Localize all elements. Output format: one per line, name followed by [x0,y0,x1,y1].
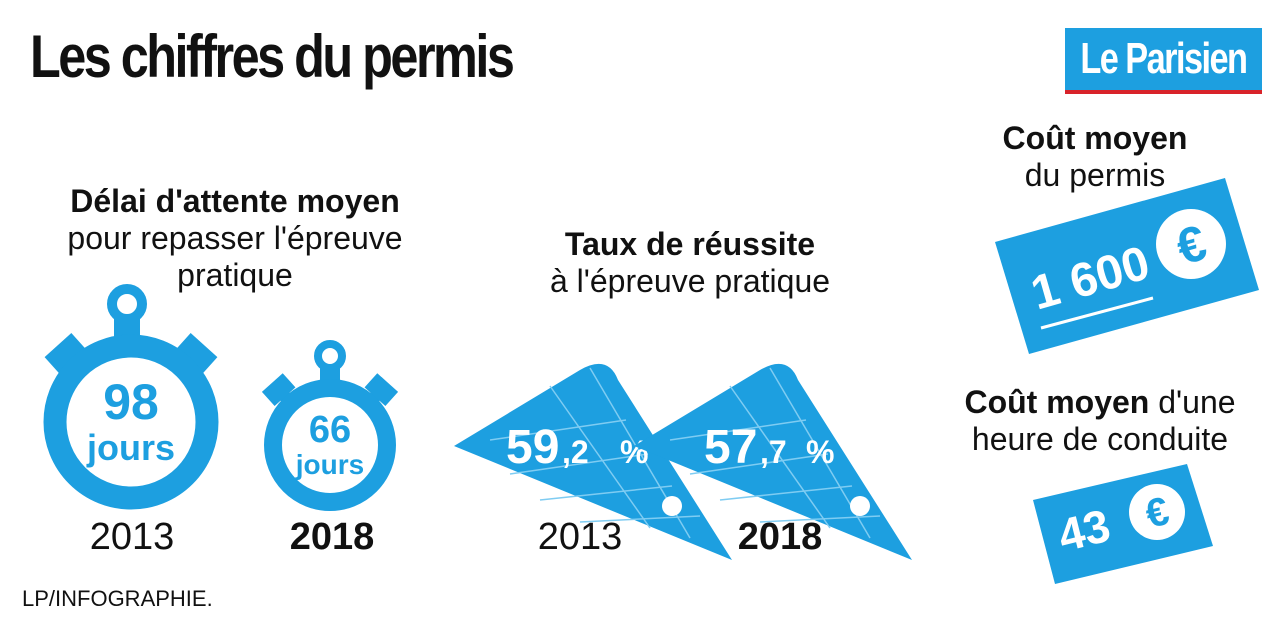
cost-license-heading-bold: Coût moyen [1002,120,1188,156]
waiting-heading-rest: pour repasser l'épreuve pratique [67,220,403,293]
waiting-2018-number: 66 [309,409,351,451]
page-title: Les chiffres du permis [30,23,515,90]
success-2013-integer: 59 [506,421,559,474]
credit: LP/INFOGRAPHIE. [22,586,213,611]
waiting-2013-year: 2013 [89,516,175,558]
success-2018-decimal: ,7 [760,434,787,470]
banknote-icon: € 1 600 [995,178,1259,354]
success-heading-bold: Taux de réussite [564,226,816,262]
set-square-icon: 59 ,2 % [454,363,732,560]
cost-hour-heading: Coût moyen d'une heure de conduite [945,384,1255,458]
success-2013-unit: % [620,434,648,470]
success-2018-unit: % [806,434,834,470]
cost-hour-heading-rest-2: heure de conduite [971,421,1229,457]
stopwatch-icon: 98 jours [43,284,219,510]
waiting-2013-number: 98 [103,374,159,430]
success-2013-year: 2013 [537,516,623,558]
stopwatch-icon: 66 jours [261,340,399,511]
banknote-icon: € 43 [1033,464,1213,584]
success-2013-decimal: ,2 [562,434,589,470]
set-square-icon: 57 ,7 % [634,363,912,560]
success-2018-year: 2018 [737,516,823,558]
success-2018-integer: 57 [704,421,757,474]
cost-license-heading: Coût moyen du permis [970,120,1220,194]
le-parisien-logo: Le Parisien [1065,28,1262,94]
cost-hour-amount: 43 [1053,499,1115,562]
waiting-heading: Délai d'attente moyen pour repasser l'ép… [40,183,430,294]
cost-hour-heading-bold: Coût moyen [964,384,1150,420]
success-heading: Taux de réussite à l'épreuve pratique [490,226,890,300]
cost-hour-heading-rest-1: d'une [1158,384,1236,420]
waiting-2013-unit: jours [86,427,175,468]
logo-text: Le Parisien [1080,34,1249,83]
waiting-2018-unit: jours [295,449,364,480]
success-heading-rest: à l'épreuve pratique [549,263,831,299]
cost-license-heading-rest: du permis [1024,157,1166,193]
waiting-heading-bold: Délai d'attente moyen [70,183,400,219]
waiting-2018-year: 2018 [289,516,375,558]
